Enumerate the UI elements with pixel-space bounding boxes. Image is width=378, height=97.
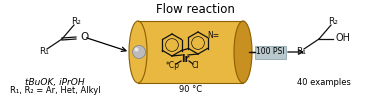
Ellipse shape xyxy=(135,48,138,52)
Text: 90 °C: 90 °C xyxy=(179,85,202,94)
Text: tBuOK, iPrOH: tBuOK, iPrOH xyxy=(25,78,85,87)
Text: O: O xyxy=(80,32,88,42)
Text: *Cp: *Cp xyxy=(166,61,180,69)
Text: OH: OH xyxy=(335,33,350,43)
Text: Ir: Ir xyxy=(181,54,189,64)
Text: R₁: R₁ xyxy=(39,46,49,55)
Text: R₁, R₂ = Ar, Het, Alkyl: R₁, R₂ = Ar, Het, Alkyl xyxy=(10,86,100,95)
Text: N=: N= xyxy=(208,31,220,40)
FancyBboxPatch shape xyxy=(254,45,285,58)
Ellipse shape xyxy=(129,21,147,83)
Text: 100 PSI: 100 PSI xyxy=(256,48,284,56)
Text: R₂: R₂ xyxy=(328,17,338,26)
Text: R₂: R₂ xyxy=(71,17,81,26)
Text: 40 examples: 40 examples xyxy=(297,78,351,87)
Bar xyxy=(138,21,243,83)
Text: Cl: Cl xyxy=(191,61,199,69)
Text: R₁: R₁ xyxy=(296,46,306,55)
Text: Flow reaction: Flow reaction xyxy=(156,3,234,16)
Ellipse shape xyxy=(133,45,146,58)
Ellipse shape xyxy=(234,21,252,83)
